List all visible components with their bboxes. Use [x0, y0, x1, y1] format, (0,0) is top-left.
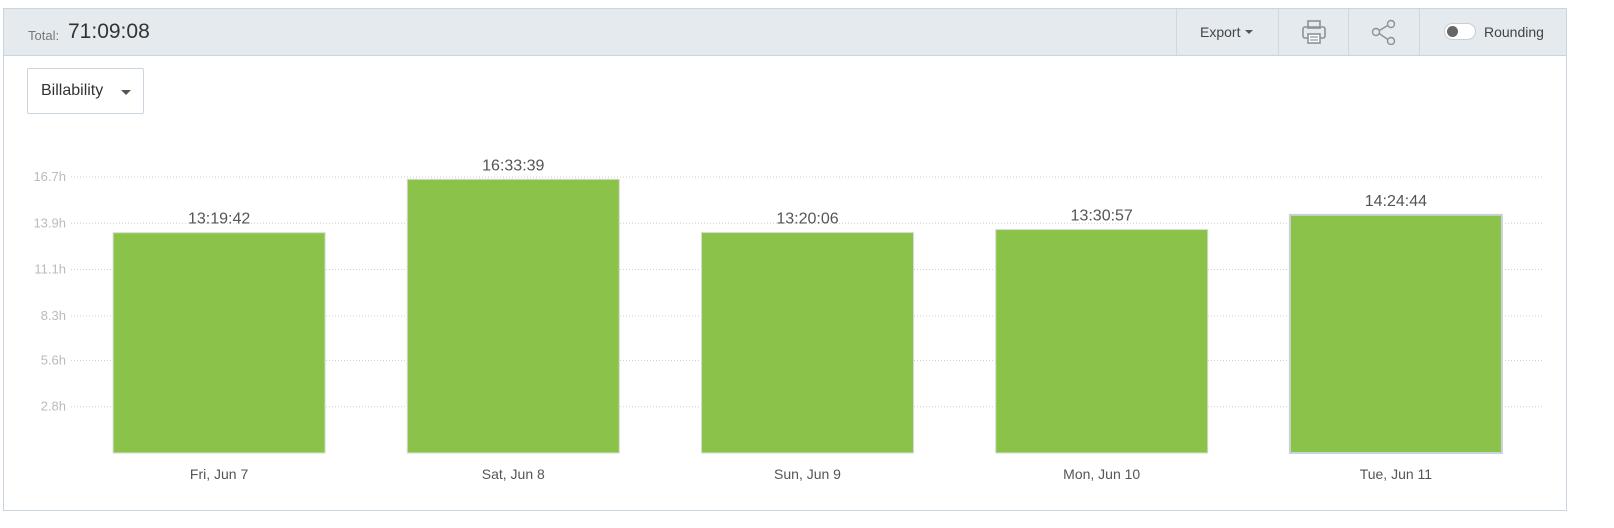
share-button[interactable] [1370, 19, 1398, 46]
y-tick-label: 5.6h [41, 352, 66, 367]
y-tick-label: 2.8h [41, 399, 66, 414]
print-button[interactable] [1300, 19, 1328, 45]
total-value: 71:09:08 [68, 20, 150, 43]
header-divider [1419, 9, 1420, 55]
rounding-toggle[interactable]: Rounding [1444, 23, 1544, 40]
header-divider [1348, 9, 1349, 55]
report-panel: Total: 71:09:08 Export [3, 8, 1567, 511]
printer-icon [1302, 20, 1326, 44]
dropdown-label: Billability [41, 82, 104, 99]
y-tick-label: 11.1h [34, 262, 66, 277]
header-divider [1278, 9, 1279, 55]
bar [701, 232, 914, 454]
export-label: Export [1200, 24, 1241, 40]
y-tick-label: 13.9h [33, 215, 66, 230]
caret-down-icon [1245, 30, 1254, 34]
caret-down-icon [121, 90, 131, 95]
bar-value-label: 13:30:57 [1071, 208, 1133, 225]
y-tick-label: 16.7h [33, 169, 66, 184]
total-label: Total: [28, 28, 60, 43]
rounding-label: Rounding [1484, 23, 1544, 40]
bar [1288, 213, 1503, 454]
toggle-knob [1447, 26, 1458, 37]
export-button[interactable]: Export [1200, 24, 1254, 40]
bar-chart: 2.8h 5.6h 8.3h 11.1h 13.9h 16.7h 13:19:42 Fri, … [33, 157, 1542, 482]
x-category-label: Tue, Jun 11 [1360, 466, 1433, 482]
bar-value-label: 13:19:42 [188, 211, 250, 228]
header-divider [1176, 9, 1177, 55]
bar-value-label: 13:20:06 [776, 211, 838, 228]
report-header: Total: 71:09:08 Export [4, 9, 1566, 56]
x-category-label: Mon, Jun 10 [1063, 466, 1140, 482]
bar [995, 229, 1209, 454]
share-icon [1371, 19, 1396, 46]
x-category-label: Sat, Jun 8 [482, 466, 545, 482]
toggle-switch[interactable] [1444, 23, 1476, 40]
x-category-label: Fri, Jun 7 [190, 466, 249, 482]
bar [112, 232, 326, 454]
y-tick-label: 8.3h [41, 308, 66, 323]
x-category-label: Sun, Jun 9 [774, 466, 841, 482]
bar-value-label: 14:24:44 [1365, 193, 1427, 210]
billability-dropdown[interactable]: Billability [27, 68, 144, 114]
bar [406, 178, 620, 454]
bar-value-label: 16:33:39 [482, 157, 544, 174]
